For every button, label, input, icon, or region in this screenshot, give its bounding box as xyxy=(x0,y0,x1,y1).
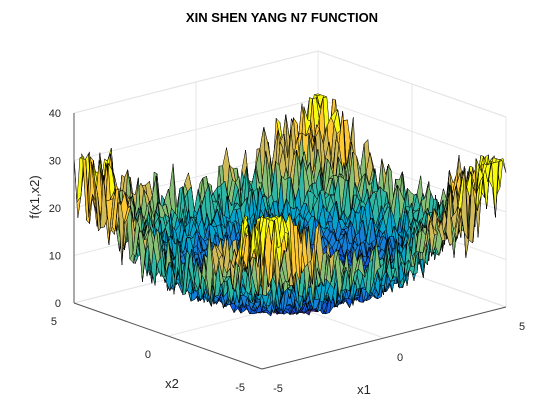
x1-tick-label: -5 xyxy=(273,383,283,395)
axis-line-x1 xyxy=(261,306,507,370)
z-tick-label: 0 xyxy=(55,298,61,310)
x-axis-label: x1 xyxy=(357,382,371,397)
tick-labels: 0 10 20 30 40 -5 0 5 -5 0 5 xyxy=(49,108,525,395)
x2-tick-label: 5 xyxy=(51,316,57,328)
x2-tick-label: -5 xyxy=(235,382,245,394)
z-axis-label: f(x1,x2) xyxy=(27,175,42,218)
z-tick-label: 40 xyxy=(49,108,61,120)
axes-box-front xyxy=(73,113,507,370)
x2-tick-label: 0 xyxy=(145,349,151,361)
z-tick-label: 20 xyxy=(49,203,61,215)
z-tick-label: 30 xyxy=(49,156,61,168)
axis-line-x2 xyxy=(73,302,263,370)
chart-title: XIN SHEN YANG N7 FUNCTION xyxy=(186,10,378,25)
z-tick-label: 10 xyxy=(49,251,61,263)
x1-tick-label: 5 xyxy=(519,321,525,333)
y-axis-label: x2 xyxy=(165,376,179,391)
x1-tick-label: 0 xyxy=(397,352,403,364)
surface-patch xyxy=(258,220,267,288)
surface-plot xyxy=(73,93,507,317)
